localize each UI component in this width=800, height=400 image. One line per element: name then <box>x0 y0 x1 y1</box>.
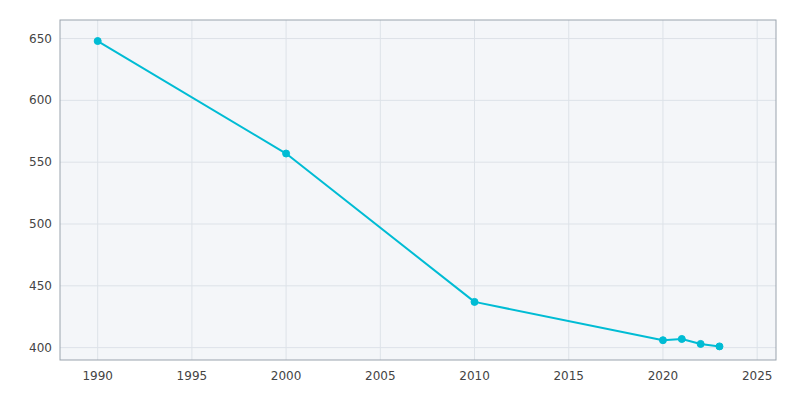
x-grid-line <box>474 20 475 360</box>
y-tick-label: 550 <box>29 155 52 169</box>
series <box>94 38 723 350</box>
x-grid-line <box>662 20 663 360</box>
y-grid-line <box>60 38 776 39</box>
y-grid-line <box>60 100 776 101</box>
x-grid-line <box>380 20 381 360</box>
y-tick-label: 400 <box>29 341 52 355</box>
x-tick-label: 2015 <box>553 369 584 383</box>
x-grid-line <box>97 20 98 360</box>
series-point <box>94 38 101 45</box>
y-tick-label: 600 <box>29 93 52 107</box>
series-point <box>716 343 723 350</box>
x-tick-label: 2020 <box>648 369 679 383</box>
x-tick-label: 2000 <box>271 369 302 383</box>
chart-svg: 1990 1995 2000 2005 2010 2015 2020 2025 400 450 50… <box>0 0 800 400</box>
page: {"chart_data": {"type": "line", "x": [19… <box>0 0 800 400</box>
y-grid-line <box>60 347 776 348</box>
x-grid-line <box>191 20 192 360</box>
y-tick-label: 450 <box>29 279 52 293</box>
x-grid-line <box>568 20 569 360</box>
plot-background <box>60 20 776 360</box>
y-tick-label: 500 <box>29 217 52 231</box>
grid <box>60 20 776 360</box>
series-point <box>283 150 290 157</box>
x-tick-label: 2025 <box>742 369 773 383</box>
series-point <box>697 340 704 347</box>
series-line <box>98 41 720 346</box>
x-grid-line <box>757 20 758 360</box>
y-grid-line <box>60 162 776 163</box>
x-tick-label: 2010 <box>459 369 490 383</box>
x-grid-line <box>286 20 287 360</box>
y-grid-line <box>60 285 776 286</box>
y-tick-label: 650 <box>29 32 52 46</box>
tick-labels: 1990 1995 2000 2005 2010 2015 2020 2025 400 450 50… <box>29 32 772 383</box>
x-tick-label: 2005 <box>365 369 396 383</box>
y-grid-line <box>60 224 776 225</box>
plot-frame <box>60 20 776 360</box>
x-tick-label: 1990 <box>82 369 113 383</box>
x-tick-label: 1995 <box>177 369 208 383</box>
chart-container: 1990 1995 2000 2005 2010 2015 2020 2025 400 450 50… <box>0 0 800 400</box>
series-point <box>678 335 685 342</box>
series-point <box>471 298 478 305</box>
series-point <box>659 337 666 344</box>
